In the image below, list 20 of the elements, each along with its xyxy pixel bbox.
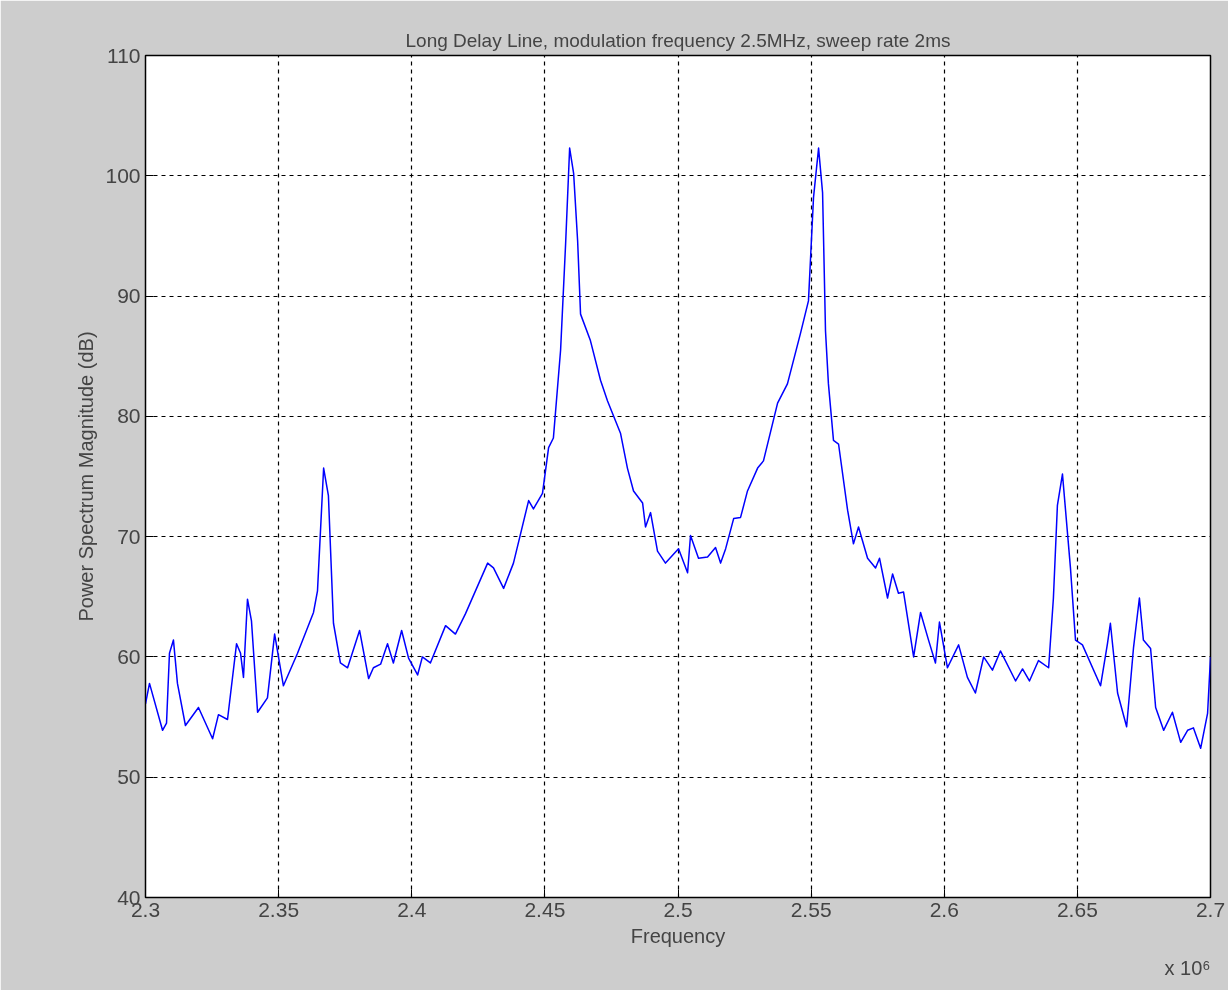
text: x 10⁶: [1164, 956, 1211, 979]
x-tick-label: 2.55: [790, 897, 832, 921]
x-tick-label: 2.7: [1195, 897, 1226, 921]
y-tick-label: 100: [105, 163, 141, 187]
y-tick-label: 90: [117, 284, 141, 308]
x-tick-label: 2.4: [397, 897, 427, 921]
x-tick-label: 2.5: [663, 897, 693, 921]
x-tick-label: 2.35: [258, 897, 300, 921]
y-tick-label: 80: [117, 404, 141, 428]
y-tick-label: 60: [117, 644, 141, 668]
x-axis-title: Frequency: [630, 924, 726, 947]
x-tick-label: 2.45: [524, 897, 566, 921]
y-tick-label: 50: [117, 765, 141, 789]
y-axis-title: Power Spectrum Magnitude (dB): [75, 331, 98, 622]
line-series: [145, 147, 1211, 750]
chart-title: Long Delay Line, modulation frequency 2.5MHz, sweep rate 2ms: [405, 29, 951, 51]
x-tick-label: 2.6: [929, 897, 959, 921]
x-tick-label: 2.65: [1056, 897, 1098, 921]
y-tick-label: 70: [117, 524, 141, 548]
y-tick-label: 110: [107, 43, 141, 67]
